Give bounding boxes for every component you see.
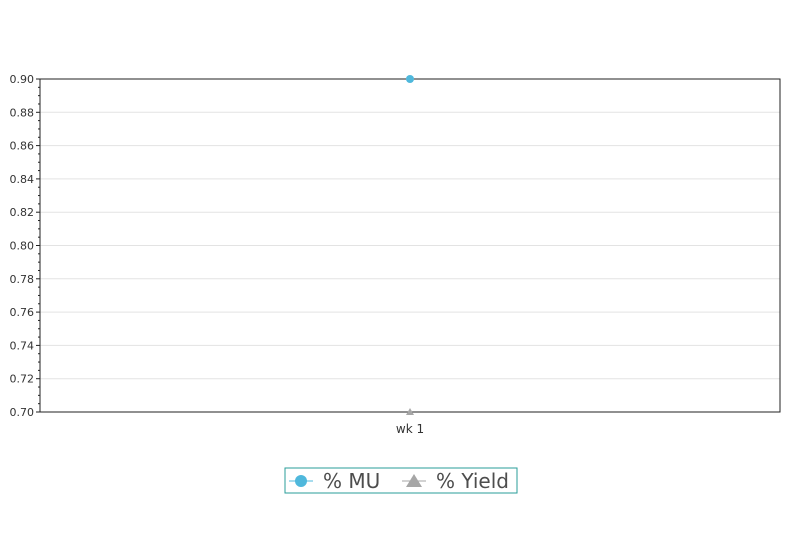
- legend-label-mu: % MU: [323, 469, 380, 493]
- x-axis: wk 1: [396, 422, 424, 436]
- x-tick-label: wk 1: [396, 422, 424, 436]
- legend-label-yield: % Yield: [436, 469, 509, 493]
- y-tick-label: 0.80: [10, 240, 35, 253]
- y-tick-label: 0.70: [10, 406, 35, 419]
- data-point-yield[interactable]: [406, 408, 414, 415]
- data-point-mu[interactable]: [406, 75, 414, 83]
- y-tick-label: 0.74: [10, 339, 35, 352]
- y-tick-label: 0.84: [10, 173, 35, 186]
- y-axis: 0.70 0.72 0.74 0.76 0.78 0.80 0.82 0.84 0.86 0.88…: [10, 73, 40, 419]
- y-tick-label: 0.90: [10, 73, 35, 86]
- legend-box: [284, 467, 518, 494]
- gridlines: [40, 111, 780, 380]
- legend-item-mu[interactable]: % MU: [289, 469, 380, 493]
- y-tick-label: 0.88: [10, 106, 35, 119]
- legend-marker-circle: [295, 475, 307, 487]
- legend-marker-triangle: [406, 474, 422, 487]
- y-tick-label: 0.82: [10, 206, 35, 219]
- legend: % MU % Yield: [284, 467, 518, 494]
- y-tick-label: 0.76: [10, 306, 35, 319]
- series-layer: [406, 75, 414, 415]
- y-tick-label: 0.78: [10, 273, 35, 286]
- y-tick-label: 0.86: [10, 140, 35, 153]
- legend-item-yield[interactable]: % Yield: [402, 469, 509, 493]
- y-tick-label: 0.72: [10, 373, 35, 386]
